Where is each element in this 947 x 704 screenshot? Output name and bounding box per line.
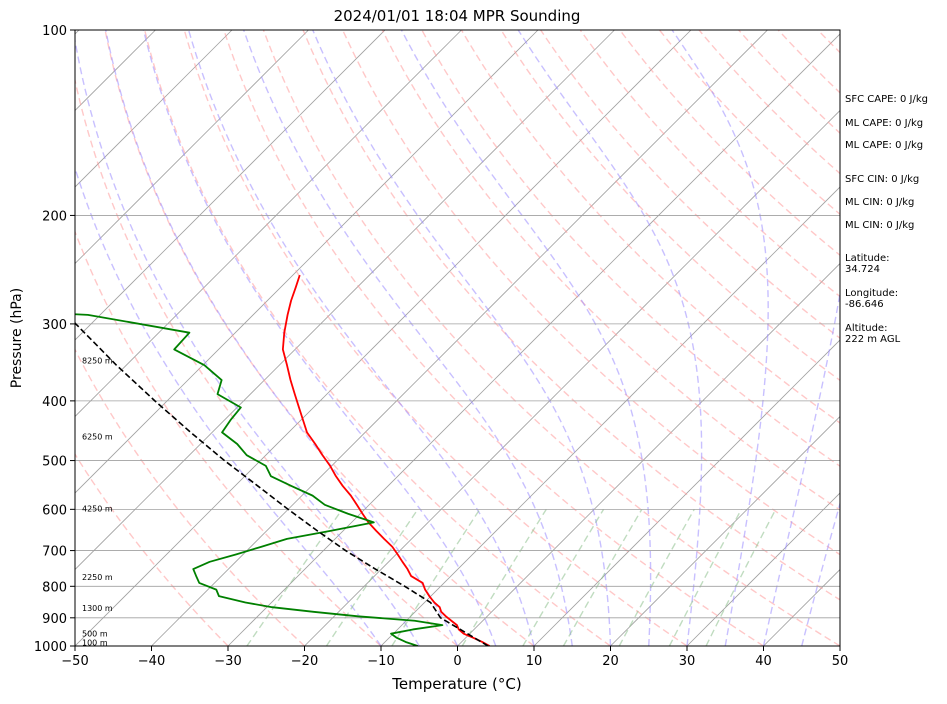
x-tick-label: −10 <box>367 654 394 669</box>
x-tick-label: 50 <box>832 654 849 669</box>
height-label: 1300 m <box>82 604 113 613</box>
y-tick-label: 1000 <box>34 640 67 655</box>
height-label: 8250 m <box>82 357 113 366</box>
x-tick-label: −30 <box>214 654 241 669</box>
y-tick-label: 100 <box>42 24 67 39</box>
y-tick-label: 900 <box>42 612 67 627</box>
info-line: ML CIN: 0 J/kg <box>845 197 914 208</box>
x-tick-label: 30 <box>679 654 696 669</box>
y-tick-label: 400 <box>42 395 67 410</box>
y-tick-label: 600 <box>42 503 67 518</box>
height-label: 4250 m <box>82 504 113 513</box>
chart-title: 2024/01/01 18:04 MPR Sounding <box>334 7 581 25</box>
x-tick-label: 10 <box>526 654 543 669</box>
y-tick-label: 800 <box>42 580 67 595</box>
height-label: 2250 m <box>82 573 113 582</box>
y-tick-label: 700 <box>42 545 67 560</box>
x-tick-label: −20 <box>291 654 318 669</box>
height-label: 500 m <box>82 629 108 638</box>
x-tick-label: 40 <box>755 654 772 669</box>
x-tick-label: −50 <box>61 654 88 669</box>
x-tick-label: 0 <box>453 654 461 669</box>
info-line: ML CIN: 0 J/kg <box>845 220 914 231</box>
x-axis-label: Temperature (°C) <box>391 675 521 693</box>
height-label: 6250 m <box>82 433 113 442</box>
info-line: ML CAPE: 0 J/kg <box>845 140 923 151</box>
info-line: SFC CAPE: 0 J/kg <box>845 94 928 105</box>
x-tick-label: −40 <box>138 654 165 669</box>
info-line: ML CAPE: 0 J/kg <box>845 118 923 129</box>
y-tick-label: 300 <box>42 318 67 333</box>
y-tick-label: 500 <box>42 455 67 470</box>
info-line: SFC CIN: 0 J/kg <box>845 174 919 185</box>
y-tick-label: 200 <box>42 209 67 224</box>
x-tick-label: 20 <box>602 654 619 669</box>
y-axis-label: Pressure (hPa) <box>9 288 25 388</box>
